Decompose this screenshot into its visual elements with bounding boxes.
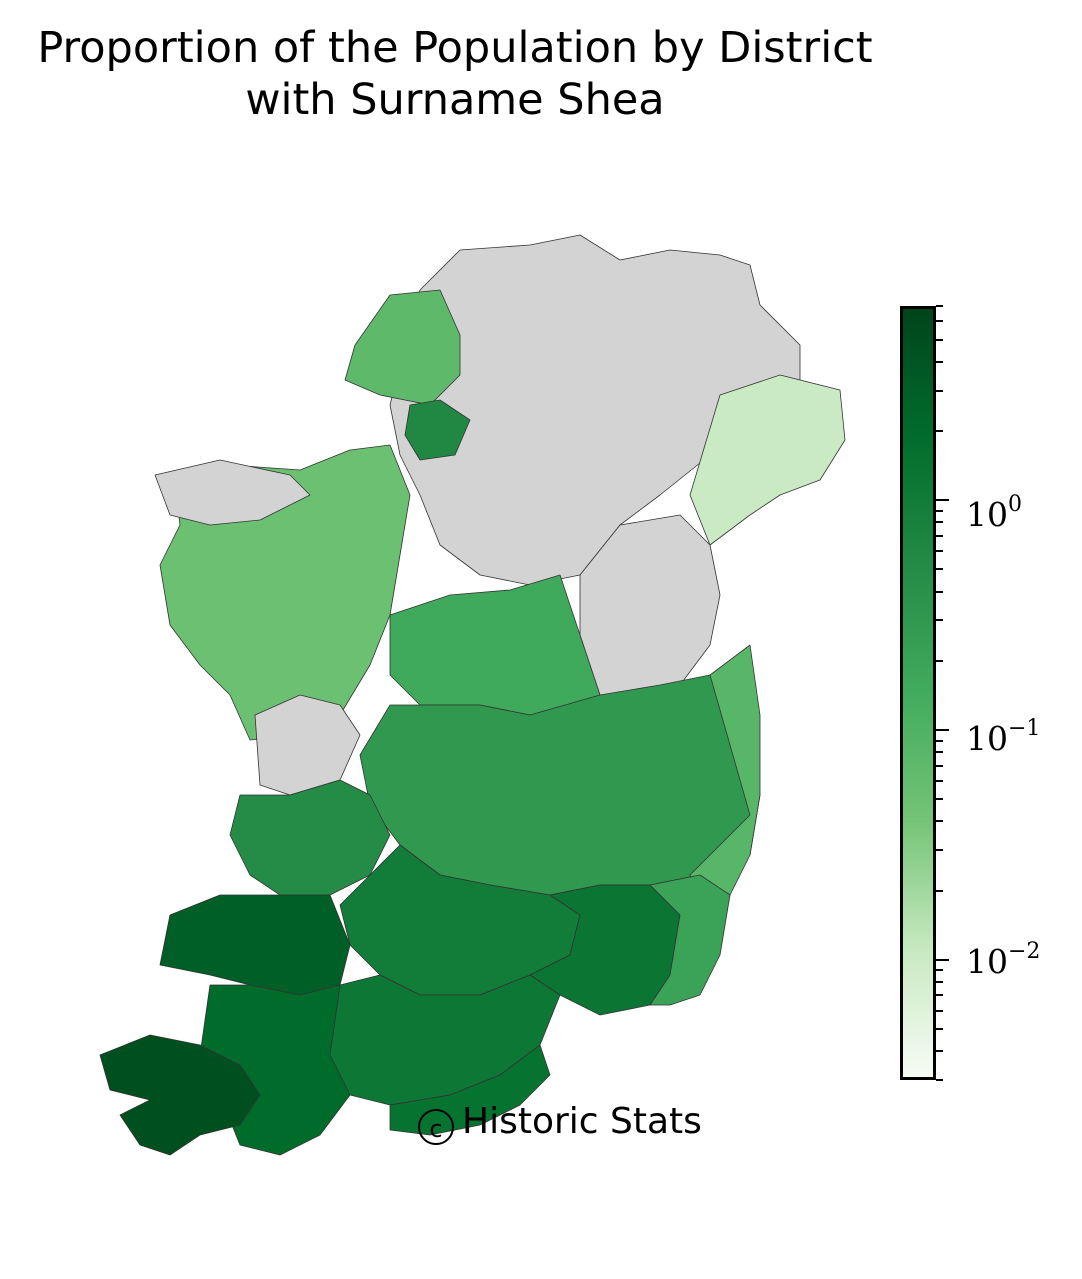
colorbar xyxy=(900,306,936,1080)
colorbar-minor-tick xyxy=(936,1028,943,1031)
colorbar-major-tick xyxy=(936,958,949,961)
colorbar-minor-tick xyxy=(936,360,943,363)
colorbar-minor-tick xyxy=(936,1079,943,1081)
colorbar-minor-tick xyxy=(936,430,943,433)
colorbar-minor-tick xyxy=(936,981,943,984)
colorbar-minor-tick xyxy=(936,568,943,571)
colorbar-tick-label-2: 10−2 xyxy=(966,939,1041,981)
copyright-icon: c xyxy=(418,1109,454,1145)
colorbar-minor-tick xyxy=(936,798,943,801)
district-region-galway-south xyxy=(254,694,361,796)
colorbar-minor-tick xyxy=(936,820,943,823)
colorbar-minor-tick xyxy=(936,889,943,892)
ireland-choropleth-map xyxy=(99,234,846,1156)
colorbar-minor-tick xyxy=(936,764,943,767)
district-region-wexford xyxy=(649,874,731,1006)
colorbar-major-tick xyxy=(936,499,949,502)
colorbar-minor-tick xyxy=(936,521,943,524)
colorbar-minor-tick xyxy=(936,1050,943,1053)
district-region-kerry-north xyxy=(159,894,351,996)
colorbar-minor-tick xyxy=(936,305,943,307)
district-region-ulster-east xyxy=(689,374,846,546)
colorbar-tick-label-1: 10−1 xyxy=(966,716,1041,758)
colorbar-minor-tick xyxy=(936,994,943,997)
colorbar-minor-tick xyxy=(936,534,943,537)
district-region-donegal-inner xyxy=(404,399,471,461)
district-region-waterford-kilkenny xyxy=(529,884,681,1016)
colorbar-minor-tick xyxy=(936,389,943,392)
colorbar-minor-tick xyxy=(936,659,943,662)
colorbar-tick-label-0: 100 xyxy=(966,492,1022,534)
colorbar-minor-tick xyxy=(936,780,943,782)
colorbar-minor-tick xyxy=(936,550,943,553)
colorbar-minor-tick xyxy=(936,969,943,972)
colorbar-minor-tick xyxy=(936,849,943,852)
colorbar-minor-tick xyxy=(936,619,943,622)
colorbar-minor-tick xyxy=(936,739,943,742)
colorbar-minor-tick xyxy=(936,509,943,512)
district-region-southwest-kerry-peninsulas xyxy=(99,1034,261,1156)
colorbar-major-tick xyxy=(936,729,949,732)
district-region-longford-westmeath xyxy=(389,574,601,716)
colorbar-minor-tick xyxy=(936,751,943,754)
colorbar-minor-tick xyxy=(936,1009,943,1012)
district-region-clare xyxy=(229,779,391,896)
copyright-credit: c Historic Stats xyxy=(418,1100,702,1145)
colorbar-minor-tick xyxy=(936,320,943,323)
district-region-donegal-west xyxy=(344,289,461,406)
credit-text: Historic Stats xyxy=(462,1101,702,1142)
map-title-line2: with Surname Shea xyxy=(245,75,665,125)
map-title-line1: Proportion of the Population by District xyxy=(37,23,873,73)
colorbar-minor-tick xyxy=(936,590,943,593)
colorbar-minor-tick xyxy=(936,338,943,341)
district-region-mayo-north xyxy=(154,459,311,526)
